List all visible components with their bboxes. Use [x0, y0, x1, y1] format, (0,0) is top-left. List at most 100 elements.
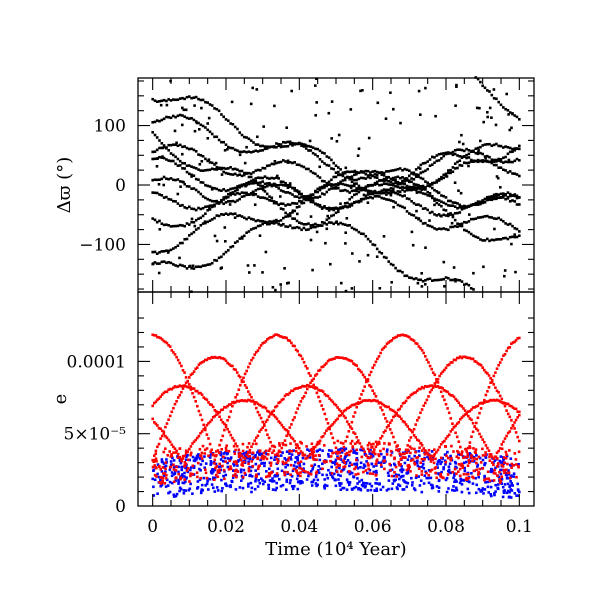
- data-point: [307, 228, 310, 231]
- data-point: [238, 197, 241, 201]
- data-point: [176, 178, 180, 181]
- data-point: [353, 169, 357, 173]
- data-point: [500, 443, 504, 446]
- data-point: [315, 484, 318, 488]
- data-point: [220, 173, 224, 176]
- data-point: [511, 484, 514, 487]
- data-point: [379, 461, 383, 465]
- data-point: [337, 356, 341, 359]
- data-point: [502, 161, 505, 164]
- data-point: [232, 474, 235, 478]
- data-point: [325, 184, 329, 188]
- data-point: [440, 460, 443, 464]
- data-point: [354, 465, 358, 469]
- data-point: [176, 456, 180, 459]
- data-point: [344, 408, 347, 412]
- data-point: [392, 415, 395, 419]
- data-point: [325, 155, 329, 158]
- data-point: [385, 426, 389, 429]
- data-point: [458, 155, 462, 158]
- data-point: [465, 147, 468, 151]
- data-point: [247, 451, 250, 454]
- data-point: [465, 450, 468, 453]
- data-point: [307, 372, 311, 375]
- data-point: [265, 184, 269, 188]
- data-point: [266, 453, 270, 456]
- data-point: [196, 366, 199, 369]
- data-point: [483, 197, 487, 201]
- data-point: [375, 191, 379, 194]
- data-point: [484, 477, 488, 481]
- data-point: [343, 223, 347, 226]
- data-point: [375, 487, 378, 491]
- data-point: [334, 356, 338, 359]
- data-point: [316, 147, 319, 151]
- data-point: [210, 471, 213, 474]
- data-point: [481, 152, 484, 156]
- y-tick-label: 5×10⁻⁵: [64, 425, 127, 445]
- data-point: [325, 460, 328, 463]
- data-point: [465, 472, 468, 476]
- data-point: [431, 195, 434, 198]
- data-point: [419, 113, 422, 116]
- data-point: [403, 190, 406, 193]
- data-point: [502, 491, 506, 494]
- data-point: [447, 212, 450, 216]
- data-point: [222, 468, 226, 472]
- data-point: [355, 405, 358, 409]
- data-point: [279, 219, 283, 222]
- data-point: [300, 467, 304, 471]
- data-point: [412, 185, 416, 188]
- data-point: [170, 387, 174, 391]
- data-point: [182, 489, 186, 492]
- data-point: [269, 440, 272, 444]
- data-point: [269, 336, 272, 339]
- data-point: [300, 442, 303, 445]
- data-point: [457, 456, 460, 460]
- data-point: [334, 183, 338, 186]
- data-point: [294, 467, 297, 471]
- data-point: [309, 381, 312, 385]
- data-point: [327, 156, 331, 159]
- data-point: [435, 159, 439, 163]
- data-point: [458, 467, 462, 471]
- data-point: [219, 356, 223, 360]
- data-point: [208, 420, 212, 424]
- data-point: [222, 188, 225, 191]
- data-point: [392, 187, 395, 190]
- data-point: [206, 137, 210, 140]
- data-point: [307, 167, 310, 171]
- data-point: [237, 448, 241, 452]
- data-point: [280, 423, 284, 427]
- data-point: [374, 481, 377, 485]
- data-point: [185, 116, 189, 120]
- data-point: [323, 180, 326, 183]
- data-point: [162, 260, 166, 263]
- data-point: [401, 179, 404, 183]
- data-point: [395, 412, 398, 416]
- data-point: [161, 146, 165, 150]
- data-point: [428, 390, 432, 394]
- data-point: [152, 460, 155, 463]
- data-point: [277, 401, 280, 405]
- data-point: [385, 450, 389, 453]
- data-point: [387, 170, 390, 173]
- data-point: [401, 333, 405, 337]
- data-point: [239, 375, 242, 379]
- data-point: [213, 490, 217, 493]
- data-point: [183, 464, 186, 468]
- data-point: [364, 469, 368, 472]
- data-point: [240, 174, 244, 178]
- data-point: [224, 425, 228, 429]
- data-point: [156, 335, 159, 339]
- data-point: [259, 458, 262, 462]
- data-point: [417, 475, 420, 478]
- data-point: [195, 458, 198, 461]
- data-point: [192, 440, 196, 443]
- data-point: [223, 226, 227, 229]
- data-point: [205, 398, 209, 402]
- data-point: [330, 460, 334, 464]
- data-point: [154, 452, 158, 455]
- data-point: [392, 474, 396, 478]
- data-point: [408, 188, 411, 192]
